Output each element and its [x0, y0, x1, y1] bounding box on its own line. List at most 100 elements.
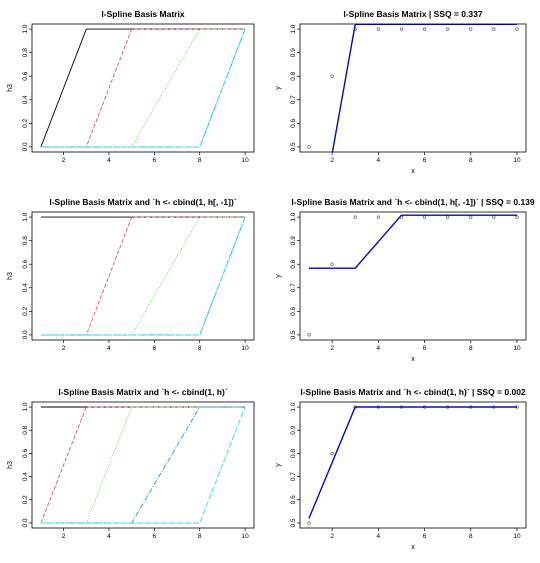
y-tick-label: 0.5 [290, 518, 297, 527]
plot-area [40, 406, 246, 524]
x-tick-label: 10 [242, 533, 250, 540]
y-tick-label: 0.6 [22, 71, 29, 80]
series-line-2 [40, 406, 246, 524]
data-point [446, 27, 450, 31]
data-point [353, 215, 357, 219]
x-tick-label: 2 [62, 157, 66, 164]
series-line-4 [40, 28, 246, 148]
x-tick-label: 6 [153, 533, 157, 540]
y-axis-label: y [275, 463, 282, 467]
x-tick-label: 10 [513, 345, 521, 352]
series-line-2 [40, 28, 246, 148]
y-tick-label: 0.2 [22, 495, 29, 504]
y-tick-label: 0.9 [290, 236, 297, 245]
plot-area [40, 216, 246, 336]
data-point [307, 521, 311, 525]
data-point [330, 74, 334, 78]
y-tick-label: 0.4 [22, 95, 29, 104]
x-tick-label: 8 [198, 345, 202, 352]
panel-2: I-Spline Basis Matrix | SSQ = 0.337 2 4 6 8 1… [275, 9, 527, 175]
y-tick-label: 0.9 [290, 425, 297, 434]
y-tick-label: 0.4 [22, 283, 29, 292]
x-tick-label: 6 [423, 533, 427, 540]
data-point [515, 27, 519, 31]
x-tick-label: 4 [107, 533, 111, 540]
series-line-5 [40, 216, 246, 336]
y-tick-label: 1.0 [22, 24, 29, 33]
y-tick-label: 0.8 [290, 259, 297, 268]
x-tick-label: 8 [469, 345, 473, 352]
data-point [376, 27, 380, 31]
x-tick-label: 6 [153, 345, 157, 352]
x-axis-label: x [411, 544, 415, 551]
data-point [399, 27, 404, 31]
plot-frame [299, 211, 527, 341]
panel-1: I-Spline Basis Matrix 2 4 6 8 10 0.0 0.2 0.4 0.6 0… [7, 9, 255, 164]
y-tick-label: 0.5 [290, 330, 297, 339]
y-tick-label: 0.0 [22, 142, 29, 151]
y-tick-label: 1.0 [22, 212, 29, 221]
panel-4: I-Spline Basis Matrix and `h <- cbind(1,… [275, 197, 535, 363]
y-tick-label: 0.9 [290, 48, 297, 57]
data-point [307, 333, 311, 337]
panel-title: I-Spline Basis Matrix | SSQ = 0.337 [343, 9, 482, 19]
plot-frame [299, 23, 527, 153]
y-tick-label: 1.0 [290, 402, 297, 411]
x-tick-label: 2 [330, 157, 334, 164]
y-tick-label: 0.8 [22, 425, 29, 434]
y-tick-label: 0.4 [22, 472, 29, 481]
y-tick-label: 0.0 [22, 330, 29, 339]
panel-3: I-Spline Basis Matrix and `h <- cbind(1,… [7, 197, 255, 352]
x-tick-label: 4 [377, 345, 381, 352]
plot-frame [31, 401, 255, 529]
y-tick-label: 1.0 [22, 402, 29, 411]
y-tick-label: 0.6 [290, 306, 297, 315]
series-line-1 [40, 28, 246, 148]
plot-area [40, 28, 246, 148]
y-tick-label: 0.8 [290, 449, 297, 458]
y-tick-label: 0.8 [290, 71, 297, 80]
data-point [330, 262, 334, 266]
x-tick-label: 10 [242, 345, 250, 352]
x-tick-label: 10 [242, 157, 250, 164]
panel-title: I-Spline Basis Matrix and `h <- cbind(1,… [58, 387, 227, 397]
fit-line-1 [309, 214, 517, 269]
y-tick-label: 0.6 [22, 259, 29, 268]
data-point [376, 215, 380, 219]
data-point [422, 27, 427, 31]
y-tick-label: 0.6 [290, 495, 297, 504]
x-axis-label: x [411, 356, 415, 363]
y-tick-label: 0.7 [290, 283, 297, 292]
x-tick-label: 2 [330, 345, 334, 352]
x-tick-label: 4 [377, 533, 381, 540]
data-point [492, 27, 496, 31]
plot-area [307, 405, 519, 525]
y-tick-label: 0.0 [22, 518, 29, 527]
x-tick-label: 6 [423, 345, 427, 352]
plot-area [307, 214, 519, 337]
data-point [492, 215, 496, 219]
panel-title: I-Spline Basis Matrix and `h <- cbind(1,… [300, 387, 526, 397]
x-tick-label: 4 [107, 157, 111, 164]
data-point [422, 215, 427, 219]
y-tick-label: 0.2 [22, 306, 29, 315]
y-axis-label: y [275, 86, 282, 90]
x-tick-label: 10 [513, 157, 521, 164]
fit-line-2 [308, 406, 517, 519]
y-tick-label: 0.5 [290, 142, 297, 151]
series-line-4 [40, 216, 246, 336]
series-line-3 [40, 28, 246, 148]
plot-area [307, 24, 519, 152]
x-tick-label: 6 [423, 157, 427, 164]
y-tick-label: 0.2 [22, 118, 29, 127]
y-tick-label: 0.6 [290, 118, 297, 127]
y-tick-label: 1.0 [290, 24, 297, 33]
data-point [330, 451, 334, 456]
y-tick-label: 0.7 [290, 95, 297, 104]
y-axis-label: h3 [7, 272, 14, 280]
panel-5: I-Spline Basis Matrix and `h <- cbind(1,… [7, 387, 255, 540]
x-tick-label: 6 [153, 157, 157, 164]
data-point [469, 27, 473, 31]
fit-line-1 [308, 406, 517, 519]
plot-frame [31, 23, 255, 153]
